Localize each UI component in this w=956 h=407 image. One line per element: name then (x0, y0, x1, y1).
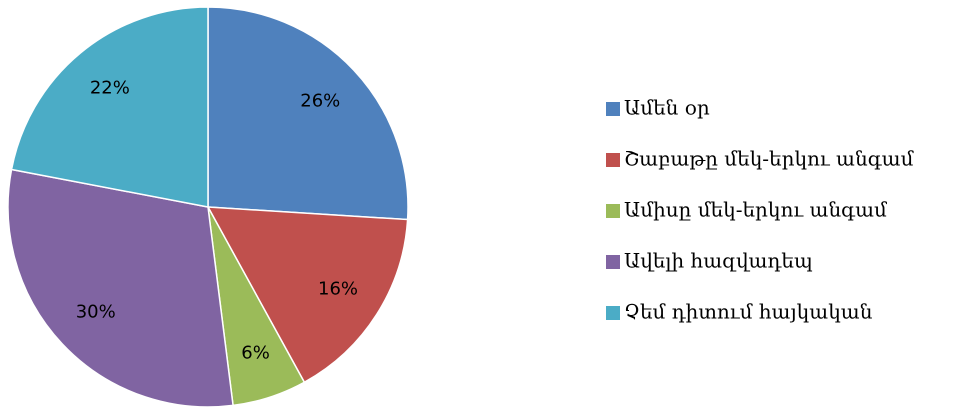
legend-label: Չեմ դիտում հայկական (624, 300, 873, 324)
legend-swatch (606, 102, 620, 116)
pie-slice (10, 6, 209, 208)
legend-label: Շաբաթը մեկ-երկու անգամ (624, 147, 914, 171)
legend-label: Ամիսը մեկ-երկու անգամ (624, 198, 887, 222)
legend-swatch (606, 153, 620, 167)
value-label: 26% (300, 91, 340, 112)
legend-swatch (606, 204, 620, 218)
pie-slice (206, 206, 409, 384)
legend-label: Ավելի հազվադեպ (624, 249, 813, 273)
legend-label: Ամեն օր (624, 96, 710, 120)
pie-slice (207, 6, 409, 221)
legend-swatch (606, 306, 620, 320)
value-label: 22% (90, 77, 130, 98)
value-label: 6% (241, 342, 270, 363)
value-label: 16% (318, 279, 358, 300)
value-label: 30% (76, 301, 116, 322)
pie-slice (7, 168, 234, 407)
legend-swatch (606, 255, 620, 269)
